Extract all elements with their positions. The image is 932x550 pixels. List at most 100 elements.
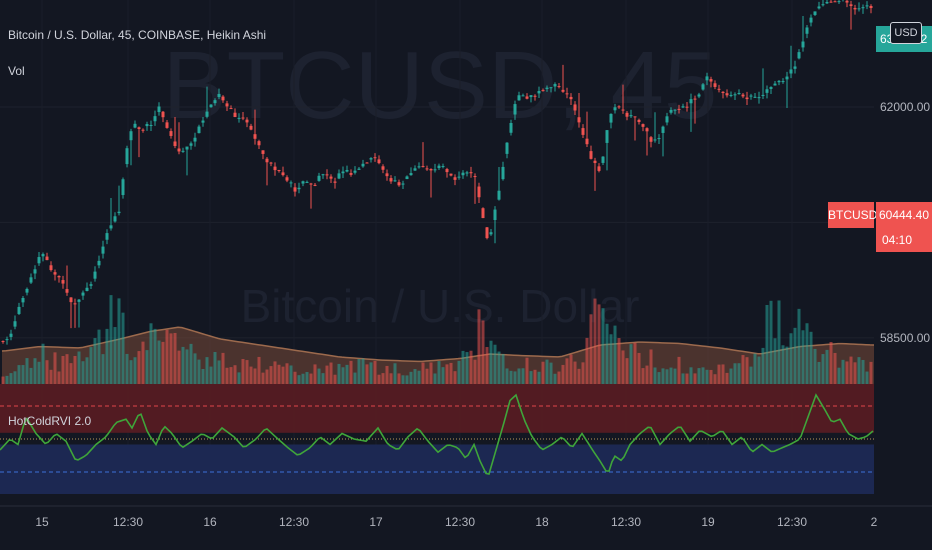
candle-body: [29, 277, 33, 283]
candle-body: [801, 41, 805, 48]
volume-bar: [261, 372, 265, 384]
rvi-zones: [0, 384, 874, 494]
candle-body: [765, 89, 769, 93]
candle-body: [261, 150, 265, 154]
volume-bar: [529, 371, 533, 384]
volume-bar: [853, 362, 857, 384]
volume-bar: [817, 361, 821, 384]
candle-body: [421, 166, 425, 168]
candle-body: [829, 1, 833, 3]
candle-body: [393, 180, 397, 182]
volume-bar: [597, 304, 601, 384]
candle-body: [233, 112, 237, 118]
volume-bar: [625, 358, 629, 384]
volume-bar: [741, 355, 745, 384]
volume-bar: [801, 330, 805, 384]
volume-bar: [321, 373, 325, 384]
volume-bar: [705, 369, 709, 384]
candle-body: [537, 90, 541, 94]
volume-bar: [149, 323, 153, 384]
candle-body: [149, 124, 153, 126]
candle-body: [265, 158, 269, 163]
candle-body: [565, 93, 569, 95]
candle-body: [73, 303, 77, 305]
volume-bar: [713, 374, 717, 384]
candle-body: [401, 183, 405, 185]
candle-body: [681, 106, 685, 108]
candle-body: [345, 170, 349, 172]
volume-bar: [553, 373, 557, 384]
candle-body: [649, 137, 653, 142]
candle-body: [285, 177, 289, 181]
volume-bar: [361, 358, 365, 384]
candle-body: [121, 179, 125, 196]
candle-body: [245, 119, 249, 123]
candle-body: [17, 306, 21, 314]
candle-body: [385, 173, 389, 177]
candle-body: [33, 269, 37, 274]
time-axis[interactable]: 15 12:30 16 12:30 17 12:30 18 12:30 19 12:30 2: [0, 505, 932, 529]
volume-bar: [281, 366, 285, 384]
volume-bar: [237, 372, 241, 384]
candle-body: [469, 172, 473, 174]
candle-body: [361, 163, 365, 167]
candle-body: [581, 128, 585, 135]
volume-bar: [301, 373, 305, 384]
candle-body: [217, 93, 221, 98]
volume-bar: [353, 372, 357, 384]
candle-body: [673, 109, 677, 111]
candle-body: [201, 120, 205, 123]
candle-body: [813, 11, 817, 15]
volume-bar: [725, 372, 729, 384]
candle-body: [529, 95, 533, 98]
candle-body: [369, 158, 373, 160]
volume-bar: [185, 349, 189, 384]
candle-body: [525, 96, 529, 99]
candle-body: [769, 87, 773, 89]
candle-body: [737, 92, 741, 95]
candle-body: [133, 123, 137, 128]
volume-bar: [721, 364, 725, 384]
price-tick-label: 62000.00: [880, 100, 930, 114]
candle-body: [677, 108, 681, 110]
candle-body: [77, 299, 81, 302]
volume-bar: [493, 344, 497, 384]
volume-bar: [513, 371, 517, 384]
rvi-legend[interactable]: HotColdRVI 2.0: [8, 414, 92, 428]
candle-body: [861, 7, 865, 9]
volume-bar: [229, 367, 233, 384]
candle-body: [45, 256, 49, 261]
volume-bar: [549, 362, 553, 384]
candle-body: [85, 287, 89, 292]
volume-bar: [453, 371, 457, 384]
candle-body: [773, 83, 777, 86]
candle-body: [257, 141, 261, 146]
price-axis[interactable]: 62000.00 58500.00: [874, 0, 932, 506]
candle-body: [317, 175, 321, 181]
candle-body: [457, 176, 461, 178]
volume-bar: [269, 366, 273, 384]
volume-bar: [717, 364, 721, 384]
candle-body: [585, 138, 589, 145]
candle-body: [521, 95, 525, 97]
candle-body: [809, 17, 813, 23]
volume-legend[interactable]: Vol: [8, 64, 25, 78]
volume-bar: [733, 363, 737, 384]
candle-body: [561, 89, 565, 92]
candle-body: [1, 341, 5, 343]
volume-bar: [241, 359, 245, 384]
candle-body: [857, 8, 861, 10]
candle-body: [113, 216, 117, 222]
candle-body: [125, 148, 129, 165]
symbol-header[interactable]: Bitcoin / U.S. Dollar, 45, COINBASE, Hei…: [8, 28, 267, 42]
candle-body: [853, 7, 857, 10]
candle-body: [705, 76, 709, 81]
volume-bar: [273, 361, 277, 384]
volume-bar: [21, 365, 25, 384]
candle-body: [225, 103, 229, 107]
volume-bar: [345, 364, 349, 384]
candle-body: [693, 98, 697, 100]
currency-button[interactable]: USD: [890, 22, 922, 44]
candle-body: [481, 208, 485, 219]
candle-body: [825, 1, 829, 4]
